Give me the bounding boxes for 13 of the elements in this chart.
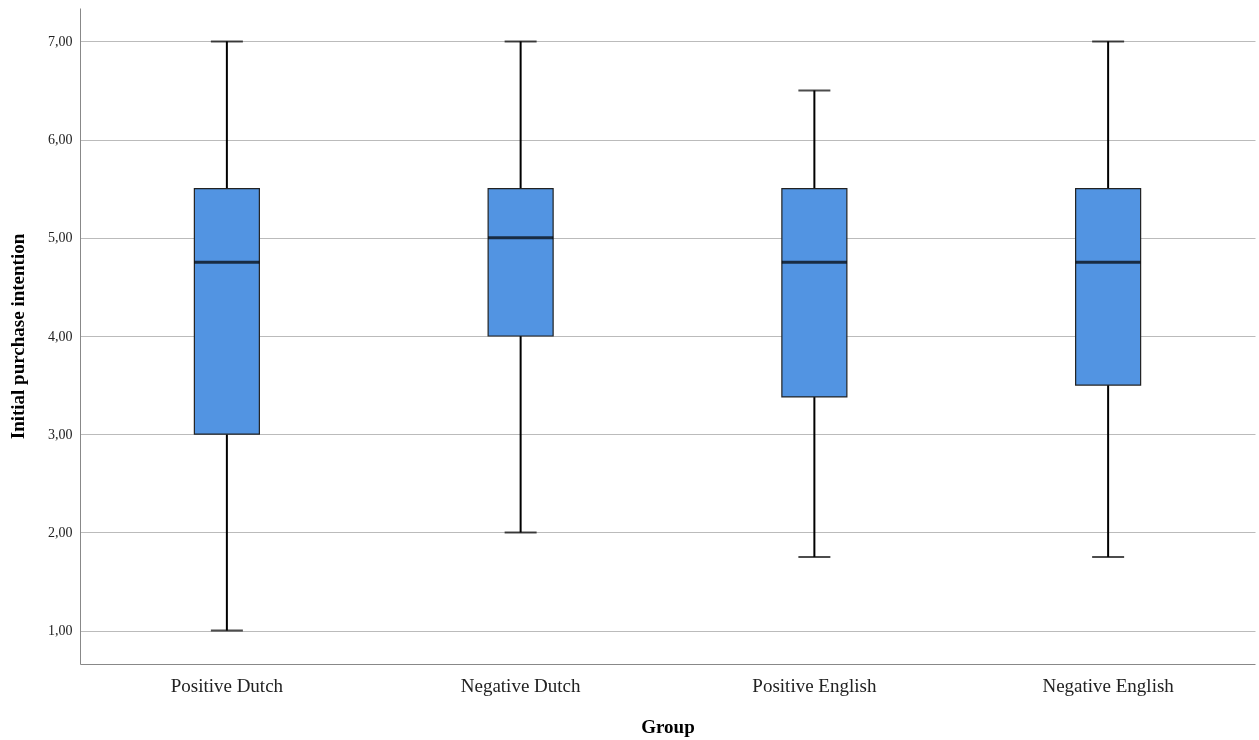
y-tick-label: 6,00 [48, 132, 73, 148]
x-tick-label: Positive Dutch [170, 674, 284, 696]
x-tick-label: Negative Dutch [460, 674, 581, 696]
y-tick-label: 2,00 [48, 524, 73, 540]
y-tick-label: 3,00 [48, 426, 73, 442]
y-tick-label: 4,00 [48, 328, 73, 344]
y-tick-label: 5,00 [48, 230, 73, 246]
x-tick-label: Negative English [1042, 674, 1175, 696]
y-axis-title: Initial purchase intention [7, 233, 28, 440]
y-tick-label: 1,00 [48, 623, 73, 639]
y-tick-label: 7,00 [48, 33, 73, 49]
x-tick-label: Positive English [752, 674, 877, 696]
x-axis-title: Group [641, 715, 695, 737]
